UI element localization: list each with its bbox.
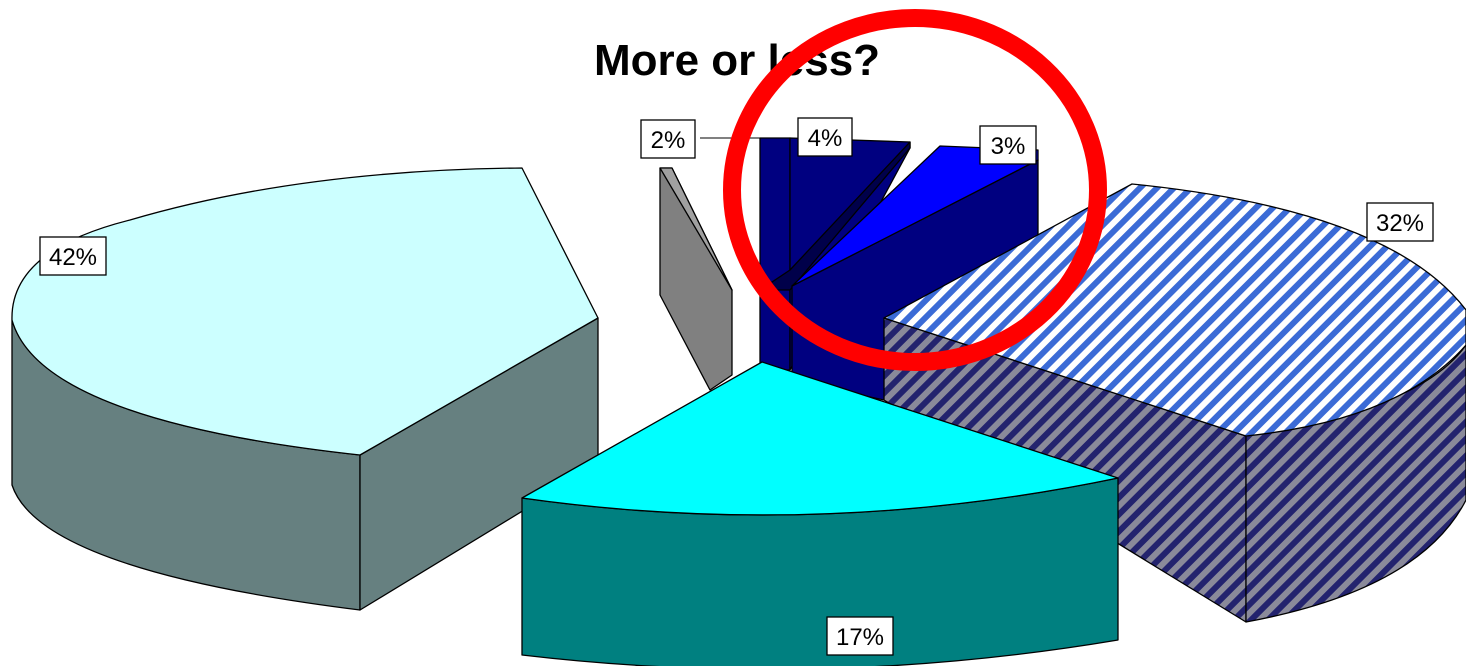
data-label-4pct: 4% [797, 117, 853, 157]
svg-text:3%: 3% [991, 133, 1026, 160]
svg-text:2%: 2% [651, 127, 686, 154]
data-label-17pct: 17% [826, 616, 894, 656]
slice-3pct-top [791, 145, 1039, 287]
pie-slice-17pct [521, 361, 1119, 666]
data-labels: 42% 2% 4% 3% 32% 17% [39, 117, 1434, 656]
data-label-32pct: 32% [1366, 202, 1434, 242]
pie-slice-32pct [883, 183, 1466, 623]
slice-2pct-side [659, 167, 733, 391]
svg-text:17%: 17% [836, 624, 884, 651]
svg-text:42%: 42% [49, 244, 97, 271]
slice-4pct-front [759, 137, 791, 371]
pie-slice-2pct [659, 137, 760, 391]
svg-text:32%: 32% [1376, 210, 1424, 237]
data-label-2pct: 2% [640, 119, 696, 159]
slice-17pct-top [521, 361, 1119, 516]
data-label-42pct: 42% [39, 236, 107, 276]
data-label-3pct: 3% [979, 125, 1037, 165]
highlight-circle [723, 9, 1107, 371]
pie-slice-42pct [11, 167, 599, 611]
slice-32pct-top [883, 183, 1466, 437]
svg-text:4%: 4% [808, 125, 843, 152]
slice-2pct-top [659, 167, 733, 291]
